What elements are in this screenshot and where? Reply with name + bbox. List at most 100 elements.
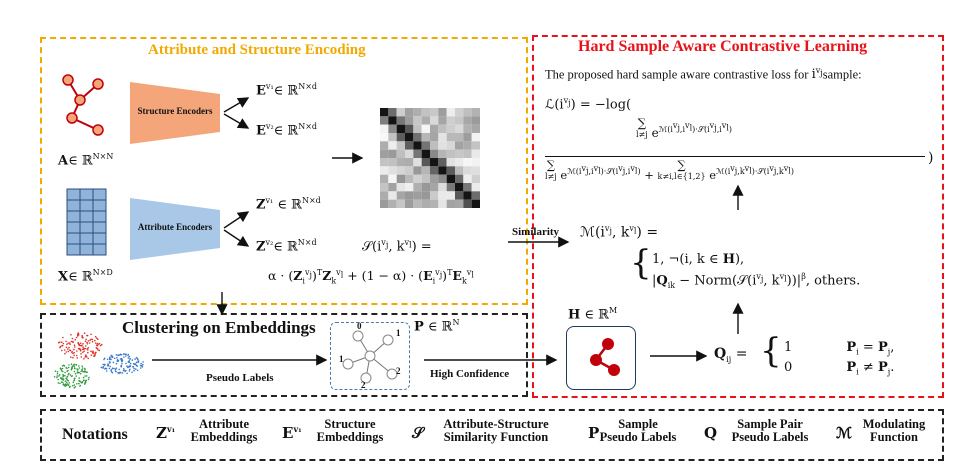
scatter-point	[78, 379, 80, 382]
heatmap-cell	[396, 141, 405, 150]
notation-symbol-P: P	[588, 424, 600, 442]
heatmap-cell	[413, 133, 422, 142]
heatmap-cell	[421, 141, 430, 150]
scatter-point	[84, 380, 87, 382]
similarity-definition-line1: 𝒮(ivj, kvl) =	[362, 238, 432, 255]
scatter-point	[70, 356, 72, 358]
scatter-point	[100, 343, 103, 346]
scatter-point	[86, 341, 88, 344]
scatter-point	[80, 370, 82, 373]
scatter-point	[125, 353, 127, 356]
scatter-point	[74, 377, 76, 380]
notation-text-sample-pseudo-labels: Sample Pseudo Labels	[599, 417, 677, 444]
scatter-point	[73, 351, 75, 354]
attribute-encoder-label: Attribute Encoders	[137, 222, 213, 232]
scatter-point	[142, 363, 144, 366]
matrix-X-icon	[66, 188, 107, 256]
heatmap-cell	[405, 174, 414, 183]
heatmap-cell	[421, 124, 430, 133]
scatter-point	[133, 367, 135, 370]
scatter-point	[62, 342, 65, 345]
heatmap-cell	[430, 183, 439, 192]
scatter-point	[116, 357, 118, 359]
scatter-point	[76, 335, 79, 337]
notation-text-structure-embeddings: Structure Embeddings	[316, 417, 384, 444]
heatmap-cell	[380, 166, 389, 175]
heatmap-cell	[388, 183, 397, 192]
scatter-point	[78, 382, 80, 385]
scatter-point	[99, 344, 102, 347]
heatmap-cell	[413, 199, 422, 208]
heatmap-cell	[471, 174, 480, 183]
heatmap-cell	[388, 133, 397, 142]
heatmap-cell	[446, 191, 455, 200]
scatter-point	[68, 346, 70, 349]
scatter-point	[66, 378, 68, 380]
scatter-point	[81, 334, 83, 337]
heatmap-cell	[380, 116, 389, 125]
Z2-label: Zv₂∈ ℝN×d	[256, 238, 317, 255]
scatter-point	[58, 375, 60, 377]
scatter-point	[60, 368, 62, 371]
modulating-function-brace: {	[630, 243, 652, 283]
heatmap-cell	[463, 199, 472, 208]
heatmap-cell	[413, 174, 422, 183]
scatter-point	[62, 374, 64, 376]
scatter-point	[103, 358, 105, 361]
heatmap-cell	[413, 158, 422, 167]
heatmap-cell	[446, 174, 455, 183]
scatter-point	[109, 357, 111, 360]
scatter-point	[105, 370, 108, 372]
heatmap-cell	[446, 141, 455, 150]
heatmap-cell	[438, 183, 447, 192]
scatter-point	[61, 381, 64, 384]
heatmap-cell	[380, 183, 389, 192]
scatter-point	[69, 343, 71, 345]
scatter-point	[61, 367, 64, 370]
scatter-point	[101, 367, 104, 369]
scatter-point	[81, 381, 84, 383]
heatmap-cell	[455, 141, 464, 150]
scatter-point	[129, 364, 131, 367]
heatmap-cell	[438, 141, 447, 150]
scatter-point	[123, 369, 125, 372]
scatter-point	[134, 358, 136, 360]
scatter-point	[81, 365, 83, 367]
heatmap-cell	[438, 124, 447, 133]
scatter-point	[81, 369, 83, 371]
scatter-point	[87, 340, 90, 342]
scatter-point	[133, 363, 135, 365]
heatmap-cell	[388, 199, 397, 208]
heatmap-cell	[405, 199, 414, 208]
scatter-point	[121, 362, 123, 365]
heatmap-cell	[455, 108, 464, 117]
scatter-point	[71, 337, 74, 340]
scatter-point	[121, 372, 124, 374]
scatter-point	[115, 354, 118, 356]
scatter-point	[56, 376, 58, 379]
loss-denominator: ∑ l≠j eℳ(ivj,ivl)·𝒮(ivj,ivl) + ∑ k≠i,l∈{1,…	[545, 158, 794, 182]
notations-frame	[40, 409, 944, 461]
heatmap-cell	[430, 158, 439, 167]
scatter-point	[84, 375, 86, 377]
scatter-point	[129, 368, 131, 371]
scatter-point	[67, 384, 70, 386]
heatmap-cell	[455, 183, 464, 192]
heatmap-cell	[430, 108, 439, 117]
heatmap-cell	[388, 174, 397, 183]
heatmap-cell	[388, 116, 397, 125]
scatter-point	[64, 352, 66, 355]
heatmap-cell	[430, 124, 439, 133]
scatter-point	[129, 357, 131, 360]
notation-text-similarity-function: Attribute-Structure Similarity Function	[443, 417, 549, 444]
heatmap-cell	[421, 158, 430, 167]
heatmap-cell	[396, 166, 405, 175]
node-label: 2	[361, 380, 366, 390]
scatter-point	[137, 361, 139, 363]
heatmap-cell	[446, 108, 455, 117]
heatmap-cell	[405, 116, 414, 125]
scatter-point	[73, 370, 76, 373]
scatter-point	[95, 347, 98, 349]
scatter-point	[136, 365, 139, 367]
